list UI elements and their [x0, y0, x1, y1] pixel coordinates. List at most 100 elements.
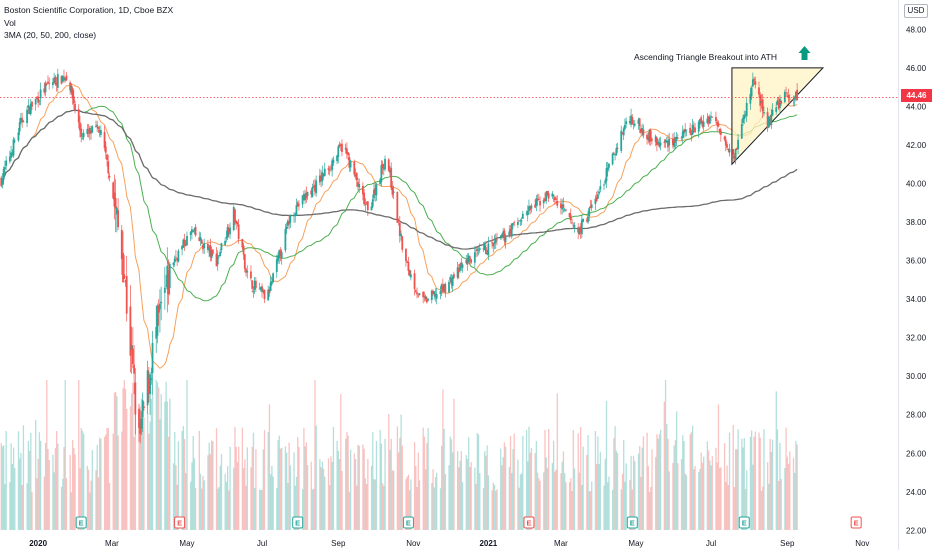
volume-bar	[664, 380, 667, 530]
volume-bar	[548, 428, 550, 530]
volume-bar	[298, 447, 300, 530]
y-tick-label: 40.00	[906, 179, 927, 188]
volume-bar	[81, 430, 84, 530]
candle-body	[448, 281, 450, 293]
candle-body	[406, 261, 409, 263]
volume-bar	[53, 472, 55, 530]
candle-body	[475, 250, 477, 251]
volume-bar	[174, 431, 176, 530]
candle-body	[700, 117, 703, 122]
candle-body	[546, 190, 549, 196]
volume-bar	[103, 436, 106, 530]
volume-bar	[367, 459, 369, 530]
volume-label[interactable]: Vol	[4, 17, 16, 28]
volume-bar	[43, 476, 45, 530]
candle-body	[571, 222, 573, 224]
candle-body	[502, 231, 505, 238]
volume-bar	[19, 458, 21, 530]
volume-bar	[229, 446, 231, 530]
candle-body	[272, 273, 274, 283]
volume-bar	[113, 392, 116, 530]
volume-bar	[295, 476, 298, 530]
volume-bar	[491, 490, 493, 530]
candle-body	[77, 109, 80, 123]
volume-bar	[736, 449, 738, 530]
candle-body	[270, 281, 273, 285]
volume-bar	[193, 458, 196, 530]
volume-bar	[97, 477, 100, 530]
candle-body	[701, 120, 704, 127]
volume-bar	[362, 444, 364, 530]
currency-badge[interactable]: USD	[904, 4, 928, 18]
candle-body	[542, 199, 545, 204]
volume-bar	[453, 398, 455, 530]
candle-body	[735, 148, 738, 150]
candle-body	[611, 153, 614, 165]
volume-bar	[778, 480, 780, 530]
volume-bar	[457, 451, 459, 530]
volume-bar	[54, 447, 57, 530]
volume-bar	[607, 482, 609, 530]
symbol-title[interactable]: Boston Scientific Corporation, 1D, Cboe …	[4, 5, 174, 15]
volume-bar	[44, 442, 47, 530]
candle-body	[545, 192, 548, 202]
candle-body	[263, 289, 266, 300]
y-tick-label: 26.00	[906, 449, 927, 458]
volume-bar	[466, 458, 469, 530]
candle-body	[680, 137, 683, 139]
volume-bar	[20, 452, 22, 530]
indicator-label[interactable]: 3MA (20, 50, 200, close)	[4, 30, 97, 40]
earnings-marker-icon	[738, 516, 750, 529]
volume-bar	[389, 449, 391, 530]
volume-bar	[4, 484, 6, 530]
candle-body	[365, 202, 368, 204]
volume-bar	[124, 389, 127, 530]
volume-bar	[90, 480, 92, 530]
candle-body	[683, 129, 685, 134]
candle-body	[353, 161, 356, 175]
candle-body	[646, 134, 648, 140]
candle-body	[211, 249, 214, 254]
volume-bar	[706, 441, 709, 530]
candle-body	[182, 239, 185, 248]
candle-body	[88, 127, 91, 134]
volume-bar	[763, 429, 765, 530]
volume-bar	[452, 452, 454, 530]
candle-body	[332, 159, 335, 163]
volume-bar	[792, 457, 795, 530]
volume-bar	[357, 444, 359, 530]
volume-bar	[543, 472, 545, 530]
candle-body	[381, 164, 384, 169]
candle-body	[364, 204, 367, 206]
volume-bar	[314, 380, 316, 530]
volume-bar	[495, 490, 497, 530]
candle-body	[120, 229, 123, 259]
volume-bar	[656, 434, 658, 530]
volume-bar	[89, 492, 91, 530]
candle-body	[361, 185, 364, 195]
candle-body	[31, 101, 33, 107]
volume-bar	[482, 487, 485, 530]
earnings-marker-icon	[174, 516, 186, 529]
volume-bar	[509, 436, 512, 530]
earnings-marker-icon	[292, 516, 304, 529]
volume-bar	[573, 468, 576, 530]
candle-body	[760, 101, 763, 104]
candle-body	[710, 116, 712, 118]
candle-body	[525, 213, 528, 215]
candle-body	[675, 136, 678, 141]
candle-body	[336, 155, 338, 162]
volume-bar	[743, 438, 745, 530]
candle-body	[759, 94, 762, 106]
y-tick-label: 38.00	[906, 218, 927, 227]
y-tick-label: 28.00	[906, 411, 927, 420]
candle-body	[685, 129, 688, 131]
volume-bar	[22, 425, 25, 530]
candle-body	[155, 327, 158, 339]
volume-bar	[99, 437, 101, 530]
candle-body	[366, 201, 369, 211]
volume-bar	[684, 473, 686, 530]
candle-body	[345, 148, 348, 154]
